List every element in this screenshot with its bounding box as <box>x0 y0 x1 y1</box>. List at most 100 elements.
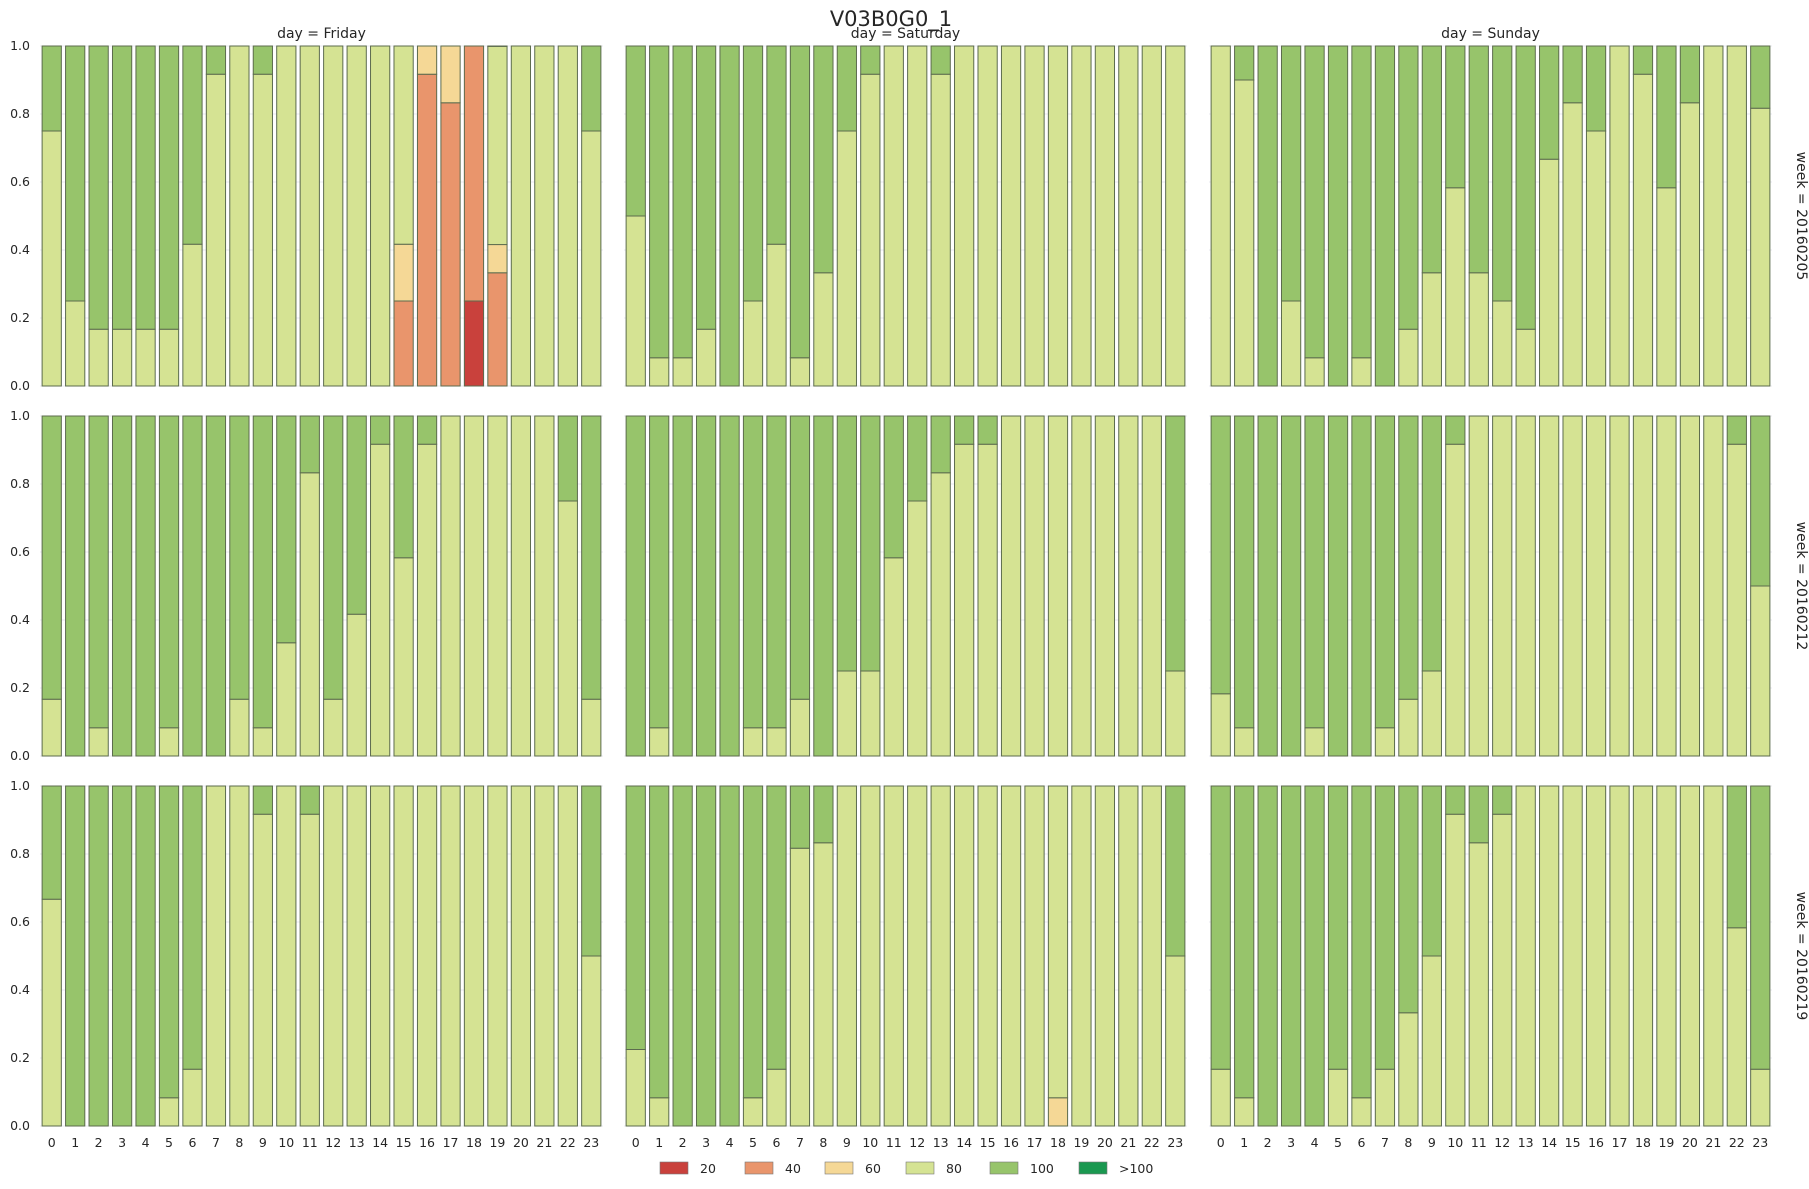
bar-segment-80 <box>1094 415 1116 757</box>
x-tick-label: 5 <box>749 1135 757 1150</box>
x-tick-label: 16 <box>1588 1135 1604 1150</box>
bar-segment-100 <box>135 415 156 757</box>
bar-segment-40 <box>416 73 438 387</box>
bar-segment-80 <box>1726 443 1747 757</box>
bar-segment-80 <box>252 73 273 387</box>
bar-segment-100 <box>182 785 203 1070</box>
bar-segment-80 <box>111 328 133 387</box>
bar-segment-80 <box>1141 415 1162 757</box>
bar-segment-80 <box>1562 102 1583 387</box>
bar-segment-80 <box>1679 102 1701 387</box>
legend-swatch <box>744 1161 774 1175</box>
x-tick-label: 6 <box>1358 1135 1366 1150</box>
bar-segment-100 <box>1656 45 1677 189</box>
x-tick-label: 3 <box>702 1135 710 1150</box>
legend-item: 40 <box>744 1161 801 1176</box>
x-tick-label: 9 <box>843 1135 851 1150</box>
bar-segment-100 <box>1374 45 1396 387</box>
y-tick-label: 1.0 <box>10 38 30 53</box>
x-tick-label: 13 <box>349 1135 365 1150</box>
x-tick-label: 14 <box>1541 1135 1557 1150</box>
bar-segment-80 <box>534 45 555 387</box>
bar-segment-80 <box>1165 45 1186 387</box>
bar-segment-80 <box>1750 585 1771 757</box>
x-tick-label: 19 <box>489 1135 505 1150</box>
bar-segment-80 <box>229 698 250 757</box>
bar-segment-80 <box>1679 785 1701 1127</box>
bar-segment-100 <box>1492 45 1513 302</box>
bar-segment-80 <box>299 45 320 387</box>
bar-segment-20 <box>463 300 485 387</box>
x-tick-label: 15 <box>980 1135 996 1150</box>
bar-segment-100 <box>1539 45 1560 160</box>
bar-segment-80 <box>1562 785 1583 1127</box>
facet-panel: 0.0 0.2 0.4 0.6 0.8 1.0 <box>10 408 603 763</box>
bar-segment-100 <box>742 45 764 302</box>
bar-segment-100 <box>1679 45 1701 104</box>
bar-segment-100 <box>719 45 740 387</box>
x-tick-label: 20 <box>1097 1135 1113 1150</box>
legend-item: >100 <box>1078 1161 1153 1176</box>
bar-segment-100 <box>65 45 86 302</box>
legend-label: 80 <box>946 1161 962 1176</box>
bar-segment-80 <box>229 785 250 1127</box>
bar-segment-100 <box>1280 415 1302 757</box>
bar-segment-80 <box>766 243 787 387</box>
bar-segment-80 <box>1656 785 1677 1127</box>
x-tick-label: 8 <box>1404 1135 1412 1150</box>
bar-segment-100 <box>1210 415 1231 695</box>
facet-panel: 0 1 2 3 4 5 6 7 8 9 10 11 12 13 14 15 16 17 18 19 20 21 22 23we… <box>1209 785 1809 1150</box>
bar-segment-80 <box>1703 45 1724 387</box>
bar-segment-80 <box>487 45 508 246</box>
legend-swatch <box>659 1161 689 1175</box>
bar-segment-80 <box>1398 1012 1419 1127</box>
x-tick-label: 22 <box>560 1135 576 1150</box>
bar-segment-100 <box>672 415 693 757</box>
bar-segment-80 <box>907 500 928 757</box>
x-tick-label: 21 <box>536 1135 552 1150</box>
bar-segment-80 <box>1374 727 1396 757</box>
bar-segment-80 <box>276 45 297 387</box>
bar-segment-80 <box>883 557 904 757</box>
legend-item: 60 <box>824 1161 881 1176</box>
bar-segment-80 <box>789 357 811 387</box>
legend-swatch <box>989 1161 1019 1175</box>
bar-segment-100 <box>111 45 133 330</box>
bar-segment-80 <box>766 1068 787 1127</box>
bar-segment-100 <box>1257 45 1278 387</box>
bar-segment-100 <box>1327 785 1349 1070</box>
bar-segment-40 <box>440 102 461 387</box>
x-tick-label: 19 <box>1658 1135 1674 1150</box>
bar-segment-100 <box>1515 45 1536 330</box>
legend-swatch <box>905 1161 935 1175</box>
bar-segment-80 <box>649 1097 670 1127</box>
bar-segment-80 <box>182 1068 203 1127</box>
bar-segment-80 <box>1539 415 1560 757</box>
bar-segment-100 <box>766 785 787 1070</box>
bar-segment-100 <box>883 415 904 559</box>
bar-segment-80 <box>276 642 297 757</box>
x-tick-label: 13 <box>1518 1135 1534 1150</box>
bar-segment-80 <box>977 785 998 1127</box>
x-tick-label: 2 <box>679 1135 687 1150</box>
chart-title: V03B0G0_1 <box>830 7 952 32</box>
bar-segment-80 <box>1351 1097 1372 1127</box>
bar-segment-100 <box>1280 45 1302 302</box>
bar-segment-100 <box>276 415 297 644</box>
bar-segment-80 <box>1492 415 1513 757</box>
legend-item: 80 <box>905 1161 962 1176</box>
bar-segment-40 <box>463 45 485 302</box>
bar-segment-80 <box>977 45 998 387</box>
bar-segment-100 <box>88 45 109 330</box>
facet-panel: 0 1 2 3 4 5 6 7 8 9 10 11 12 13 14 15 16 17 18 19 20 21 22 23 <box>624 785 1187 1150</box>
bar-segment-100 <box>135 785 156 1127</box>
bar-segment-60 <box>487 244 508 274</box>
bar-segment-80 <box>766 727 787 757</box>
bar-segment-80 <box>557 785 578 1127</box>
bar-segment-80 <box>695 328 717 387</box>
bar-segment-80 <box>1421 670 1442 757</box>
legend-label: 20 <box>700 1161 716 1176</box>
bar-segment-80 <box>1468 415 1489 757</box>
bar-segment-80 <box>370 45 391 387</box>
bar-segment-80 <box>672 357 693 387</box>
